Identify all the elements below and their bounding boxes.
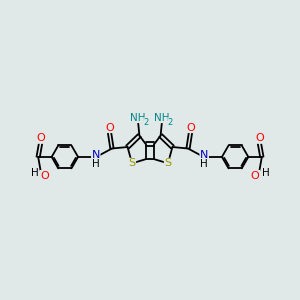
Text: S: S bbox=[164, 158, 172, 168]
Text: H: H bbox=[31, 168, 38, 178]
Text: O: O bbox=[105, 122, 114, 133]
Text: 2: 2 bbox=[144, 118, 149, 127]
Text: H: H bbox=[92, 158, 100, 169]
Text: H: H bbox=[262, 168, 269, 178]
Text: O: O bbox=[255, 133, 264, 143]
Text: O: O bbox=[40, 170, 49, 181]
Text: O: O bbox=[186, 122, 195, 133]
Text: NH: NH bbox=[154, 112, 170, 123]
Text: N: N bbox=[92, 149, 100, 160]
Text: N: N bbox=[200, 149, 208, 160]
Text: O: O bbox=[251, 170, 260, 181]
Text: NH: NH bbox=[130, 112, 146, 123]
Text: 2: 2 bbox=[168, 118, 173, 127]
Text: O: O bbox=[36, 133, 45, 143]
Text: S: S bbox=[128, 158, 136, 168]
Text: H: H bbox=[200, 158, 208, 169]
